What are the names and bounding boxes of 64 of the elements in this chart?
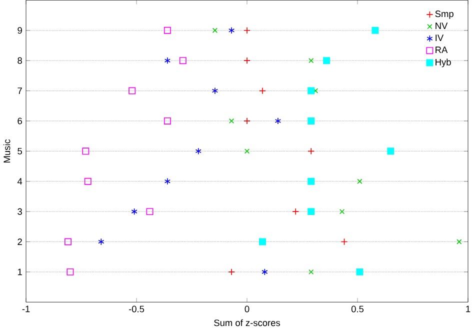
point <box>244 57 251 64</box>
point <box>244 148 250 154</box>
x-tick-label: 0 <box>244 306 250 313</box>
point <box>98 238 104 246</box>
point <box>228 118 234 124</box>
point <box>308 88 315 94</box>
point <box>164 27 171 34</box>
point <box>308 118 315 125</box>
point <box>179 57 186 64</box>
point <box>164 118 171 125</box>
point <box>82 148 90 155</box>
point <box>308 208 315 216</box>
x-tick-label: 0.5 <box>351 306 364 313</box>
point <box>323 57 330 64</box>
legend-label: Hyb <box>436 58 451 68</box>
point <box>84 178 92 186</box>
point <box>164 57 171 64</box>
point <box>339 209 345 214</box>
point <box>357 179 362 184</box>
y-tick-label: 3 <box>18 208 22 216</box>
point <box>292 208 300 216</box>
point <box>244 118 251 125</box>
point <box>64 238 72 246</box>
y-axis-title: Music <box>3 140 10 163</box>
point <box>146 208 154 216</box>
point <box>228 27 235 34</box>
y-tick-label: 7 <box>18 88 22 94</box>
point <box>244 27 251 34</box>
point <box>212 28 218 34</box>
point <box>128 88 136 94</box>
y-tick-label: 5 <box>18 148 22 155</box>
legend-label: RA <box>436 46 448 54</box>
x-tick-label: -1 <box>22 306 30 312</box>
point <box>356 268 364 276</box>
point <box>262 268 268 276</box>
x-tick-label: 1 <box>466 306 470 312</box>
y-tick-label: 6 <box>18 118 22 124</box>
y-tick-label: 9 <box>18 27 22 34</box>
y-tick-label: 1 <box>18 268 22 276</box>
point <box>340 238 348 246</box>
point <box>308 270 314 275</box>
point <box>308 178 315 186</box>
point <box>66 268 74 276</box>
point <box>212 88 218 94</box>
point <box>308 58 314 64</box>
legend-label: IV <box>436 34 444 42</box>
point <box>228 268 236 276</box>
point <box>456 239 462 245</box>
legend-label: NV <box>436 22 448 30</box>
point <box>164 178 171 186</box>
x-axis-title: Sum of z-scores <box>214 320 280 326</box>
point <box>258 238 266 246</box>
point <box>372 27 379 34</box>
point <box>308 148 315 155</box>
point <box>131 208 138 216</box>
legend-label: Smp <box>435 10 454 20</box>
y-tick-label: 8 <box>18 58 22 64</box>
y-tick-label: 4 <box>17 178 22 185</box>
point <box>274 118 282 125</box>
point <box>195 148 202 155</box>
point <box>258 88 266 94</box>
x-tick-label: -0.5 <box>128 306 144 313</box>
y-tick-label: 2 <box>18 238 22 246</box>
point <box>387 148 394 155</box>
